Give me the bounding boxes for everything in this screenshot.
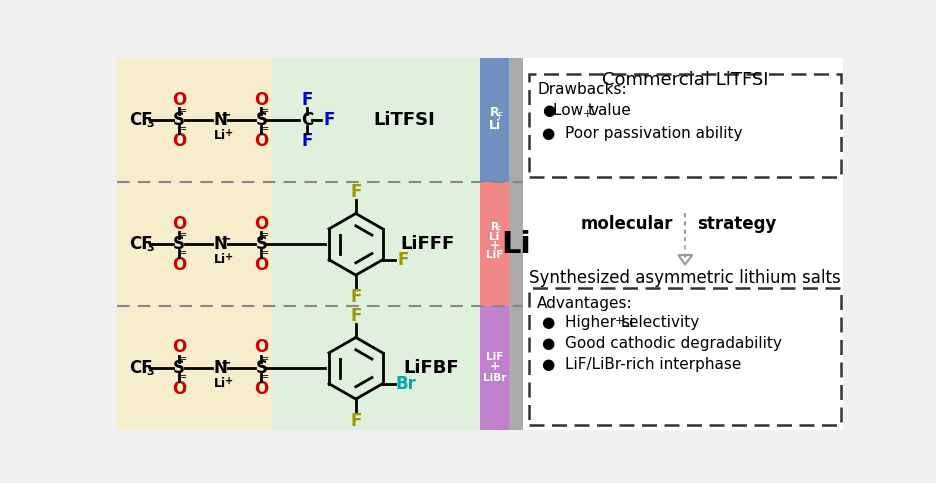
Text: F: F <box>323 111 334 129</box>
Text: =: = <box>179 106 187 116</box>
Text: =: = <box>261 106 269 116</box>
Text: F: F <box>496 112 501 121</box>
Text: O: O <box>172 256 186 274</box>
Text: Br: Br <box>395 375 416 393</box>
Text: F: F <box>301 90 313 109</box>
Text: =: = <box>261 125 269 135</box>
Text: Li: Li <box>489 232 499 242</box>
Text: S: S <box>255 111 267 129</box>
FancyArrow shape <box>678 255 692 264</box>
Text: selectivity: selectivity <box>621 315 699 330</box>
Text: strategy: strategy <box>696 214 775 232</box>
Text: =: = <box>261 230 269 240</box>
Text: −: − <box>220 109 230 121</box>
Text: value: value <box>590 103 631 118</box>
FancyBboxPatch shape <box>529 288 841 425</box>
Text: O: O <box>254 256 268 274</box>
Text: 3: 3 <box>146 367 154 377</box>
Text: ●  LiF/LiBr-rich interphase: ● LiF/LiBr-rich interphase <box>541 357 740 372</box>
Text: Drawbacks:: Drawbacks: <box>536 82 626 97</box>
Text: =: = <box>179 230 187 240</box>
FancyBboxPatch shape <box>529 74 841 177</box>
Text: Li: Li <box>214 253 226 266</box>
Text: molecular: molecular <box>580 214 673 232</box>
Bar <box>479 306 509 430</box>
Text: =: = <box>179 125 187 135</box>
Text: C: C <box>300 111 313 129</box>
Text: Low t: Low t <box>552 103 593 118</box>
Text: F: F <box>301 132 313 150</box>
Bar <box>117 58 479 430</box>
Text: =: = <box>179 372 187 383</box>
Text: O: O <box>172 90 186 109</box>
Text: LiF: LiF <box>486 352 503 362</box>
Text: CF: CF <box>128 111 153 129</box>
Text: R: R <box>490 222 498 232</box>
Text: O: O <box>254 339 268 356</box>
Text: O: O <box>254 214 268 232</box>
Text: 3: 3 <box>146 119 154 129</box>
Text: O: O <box>254 132 268 150</box>
Text: F: F <box>398 251 409 269</box>
Text: LiF: LiF <box>486 250 503 260</box>
Bar <box>271 58 479 430</box>
Bar <box>522 58 842 430</box>
Text: CF: CF <box>128 359 153 377</box>
Text: F: F <box>350 307 361 325</box>
Text: Li: Li <box>214 377 226 390</box>
Text: ●  Good cathodic degradability: ● Good cathodic degradability <box>541 336 781 351</box>
Text: LiBr: LiBr <box>482 372 505 383</box>
Text: S: S <box>255 359 267 377</box>
Text: Li: Li <box>501 230 531 259</box>
Text: −: − <box>220 356 230 369</box>
Text: F: F <box>350 183 361 201</box>
Text: Li: Li <box>214 129 226 142</box>
Text: O: O <box>172 132 186 150</box>
Text: O: O <box>172 380 186 398</box>
Text: =: = <box>261 354 269 364</box>
Text: S: S <box>173 235 185 253</box>
Text: S: S <box>173 111 185 129</box>
Text: =: = <box>261 372 269 383</box>
Text: O: O <box>172 339 186 356</box>
Text: ●  Higher Li: ● Higher Li <box>541 315 633 330</box>
Text: 3: 3 <box>146 243 154 253</box>
Text: O: O <box>254 380 268 398</box>
Text: +: + <box>614 315 623 326</box>
Bar <box>509 58 522 430</box>
Text: CF: CF <box>128 235 153 253</box>
Text: F: F <box>350 288 361 306</box>
Text: Advantages:: Advantages: <box>536 296 632 311</box>
Text: +: + <box>582 109 592 119</box>
Text: N: N <box>213 235 227 253</box>
Text: Commercial LiTFSI: Commercial LiTFSI <box>601 71 768 88</box>
Text: =: = <box>179 354 187 364</box>
Text: +: + <box>226 253 233 262</box>
Text: Synthesized asymmetric lithium salts: Synthesized asymmetric lithium salts <box>529 269 841 287</box>
Text: LiTFSI: LiTFSI <box>373 111 434 129</box>
Bar <box>479 182 509 306</box>
Text: +: + <box>226 376 233 386</box>
Text: N: N <box>213 111 227 129</box>
Text: =: = <box>179 249 187 258</box>
Text: N: N <box>213 359 227 377</box>
Text: F: F <box>496 226 500 235</box>
Text: +: + <box>226 128 233 139</box>
Text: =: = <box>261 249 269 258</box>
Text: LiFFF: LiFFF <box>400 235 454 253</box>
Text: Li: Li <box>488 119 500 132</box>
Text: O: O <box>254 90 268 109</box>
Bar <box>479 58 509 182</box>
Text: F: F <box>350 412 361 430</box>
Text: S: S <box>173 359 185 377</box>
Text: LiFBF: LiFBF <box>402 359 459 377</box>
Text: O: O <box>172 214 186 232</box>
Text: −: − <box>220 232 230 245</box>
Text: S: S <box>255 235 267 253</box>
Text: +: + <box>489 240 499 252</box>
Text: +: + <box>489 360 499 373</box>
Text: ●  Poor passivation ability: ● Poor passivation ability <box>541 126 741 141</box>
Text: R: R <box>490 106 499 119</box>
Text: ●: ● <box>541 103 554 118</box>
